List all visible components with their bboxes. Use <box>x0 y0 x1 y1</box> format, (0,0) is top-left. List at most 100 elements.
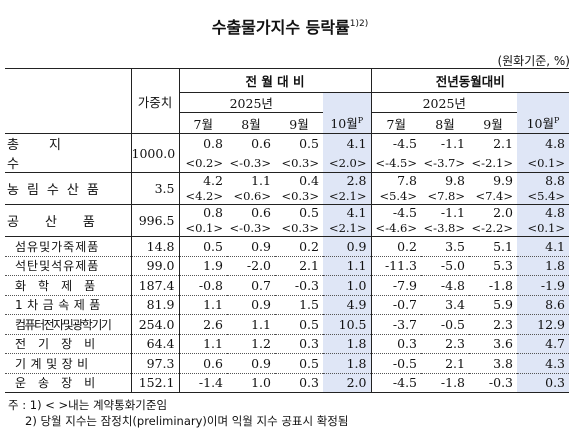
yoy-value: -1.8 <box>469 275 517 296</box>
month-header: 8월 <box>227 112 275 134</box>
mom-value: 2.6 <box>179 314 227 335</box>
month-header: 9월 <box>275 112 323 134</box>
mom-value: 10.5 <box>323 314 372 335</box>
yoy-value: 8.8 <box>517 172 570 189</box>
yoy-value: -0.5 <box>421 314 469 335</box>
mom-value: 1.1 <box>179 295 227 315</box>
row-label-text: 전기장비 <box>15 337 108 352</box>
weight-cell: 99.0 <box>131 256 180 276</box>
mom-value: 0.9 <box>227 295 275 315</box>
yoy-contract-value: <7.4> <box>469 188 517 205</box>
table-row-paren: <4.2> <0.6> <0.3> <2.1> <5.4> <7.8> <7.4> <5.4> <box>5 188 570 205</box>
yoy-value: -11.3 <box>371 256 421 276</box>
mom-value: 0.6 <box>251 205 271 221</box>
row-label: 공산품 <box>5 204 132 237</box>
yoy-value: 2.3 <box>469 314 517 335</box>
export-price-table: 가중치 전 월 대 비 전년동월대비 2025년 2025년 7월 8월 9월 10월… <box>5 68 570 393</box>
mom-value: 0.2 <box>275 236 323 257</box>
yoy-value: 8.6 <box>517 295 570 315</box>
yoy-value: 2.1 <box>493 136 513 151</box>
yoy-year-header-shaded <box>517 92 570 113</box>
yoy-value: -1.1 <box>440 136 465 151</box>
row-label-text: 농림수산품 <box>7 183 107 198</box>
yoy-value: -7.9 <box>371 275 421 296</box>
weight-cell: 14.8 <box>131 236 180 257</box>
weight-cell: 1000.0 <box>131 133 180 173</box>
yoy-contract-value: <5.4> <box>517 188 570 205</box>
yoy-value: 9.9 <box>493 173 513 189</box>
yoy-value: -0.7 <box>371 295 421 315</box>
yoy-value: 4.1 <box>517 236 570 257</box>
yoy-contract-value: <0.1> <box>517 153 570 173</box>
yoy-value: 4.7 <box>517 334 570 354</box>
preliminary-mark: P <box>554 116 560 126</box>
yoy-value: -1.1 <box>440 205 465 221</box>
weight-header: 가중치 <box>131 68 180 134</box>
yoy-value: 3.5 <box>421 236 469 257</box>
month-header: 7월 <box>179 112 227 134</box>
mom-value: 2.0 <box>323 373 372 393</box>
month-label: 10월 <box>526 116 555 132</box>
mom-value: 0.8 <box>203 136 223 151</box>
row-label-text: 총지수 <box>7 138 91 172</box>
title-text: 수출물가지수 등락률 <box>211 18 350 37</box>
table-row-paren: <0.2> <-0.3> <0.3> <2.0> <-4.5> <-3.7> <-2.1> <… <box>5 153 570 173</box>
mom-contract-value: <-0.3> <box>227 153 275 173</box>
mom-value: 0.9 <box>227 353 275 374</box>
yoy-value: -0.3 <box>469 373 517 393</box>
title-footnote-mark: 1)2) <box>349 19 369 29</box>
yoy-year-header: 2025년 <box>371 92 517 113</box>
table-row: 농림수산품 3.5 4.2 1.1 0.4 2.8 7.8 9.8 9.9 8.8 <box>5 172 570 205</box>
mom-contract-value: <0.2> <box>179 153 227 173</box>
yoy-value: 5.1 <box>469 236 517 257</box>
mom-value: 1.8 <box>323 353 372 374</box>
mom-value: -2.0 <box>227 256 275 276</box>
notes-prefix: 주 : <box>8 398 27 412</box>
weight-cell: 97.3 <box>131 353 180 374</box>
mom-value: 1.9 <box>179 256 227 276</box>
yoy-value: -1.8 <box>421 373 469 393</box>
row-label-text: 1차금속제품 <box>15 298 105 313</box>
mom-value: 0.3 <box>275 373 323 393</box>
yoy-value: 1.8 <box>517 256 570 276</box>
yoy-value: -1.9 <box>517 275 570 296</box>
yoy-contract-value: <-4.5> <box>371 153 421 173</box>
mom-value: 1.1 <box>227 314 275 335</box>
yoy-value: 2.3 <box>421 334 469 354</box>
mom-value: 1.8 <box>323 334 372 354</box>
mom-contract-value: <0.3> <box>275 153 323 173</box>
mom-value: 0.5 <box>275 353 323 374</box>
table-row: 기계및장비 97.3 0.6 0.9 0.5 1.8 -0.5 2.1 3.8 4.3 <box>5 353 570 374</box>
weight-cell: 254.0 <box>131 314 180 335</box>
mom-value: 0.5 <box>275 314 323 335</box>
mom-value: 0.6 <box>179 353 227 374</box>
row-label-text: 운송장비 <box>15 376 108 391</box>
row-label-text: 섬유및가죽제품 <box>15 239 100 254</box>
mom-value: -0.8 <box>179 275 227 296</box>
month-label: 9월 <box>483 116 503 132</box>
row-label: 석탄및석유제품 <box>5 256 132 276</box>
yoy-value: -4.5 <box>392 136 417 151</box>
mom-group-header: 전 월 대 비 <box>179 68 372 93</box>
mom-value: 0.8 <box>203 205 223 221</box>
mom-value: 0.3 <box>275 334 323 354</box>
row-label-text: 석탄및석유제품 <box>15 259 100 274</box>
yoy-value: 3.4 <box>421 295 469 315</box>
page-title: 수출물가지수 등락률1)2) <box>0 14 580 38</box>
yoy-value: 9.8 <box>445 173 465 189</box>
month-label: 7월 <box>193 116 213 132</box>
mom-contract-value: <4.2> <box>179 188 227 205</box>
weight-cell: 3.5 <box>131 172 180 205</box>
mom-value: 0.5 <box>179 236 227 257</box>
row-label-text: 컴퓨터전자및광학기기 <box>15 317 112 332</box>
yoy-contract-value: <-4.6> <box>375 221 417 236</box>
mom-value: 0.4 <box>299 173 319 189</box>
yoy-value: 4.8 <box>517 204 570 221</box>
mom-contract-value: <2.1> <box>323 220 372 237</box>
month-label: 7월 <box>386 116 406 132</box>
weight-cell: 152.1 <box>131 373 180 393</box>
row-label: 총지수 <box>5 133 132 173</box>
table-row: 공산품 996.5 0.8 0.6 0.5 4.1 -4.5 -1.1 2.0 4.8 <box>5 204 570 237</box>
mom-value: 0.6 <box>251 136 271 151</box>
yoy-value: 4.8 <box>517 133 570 153</box>
